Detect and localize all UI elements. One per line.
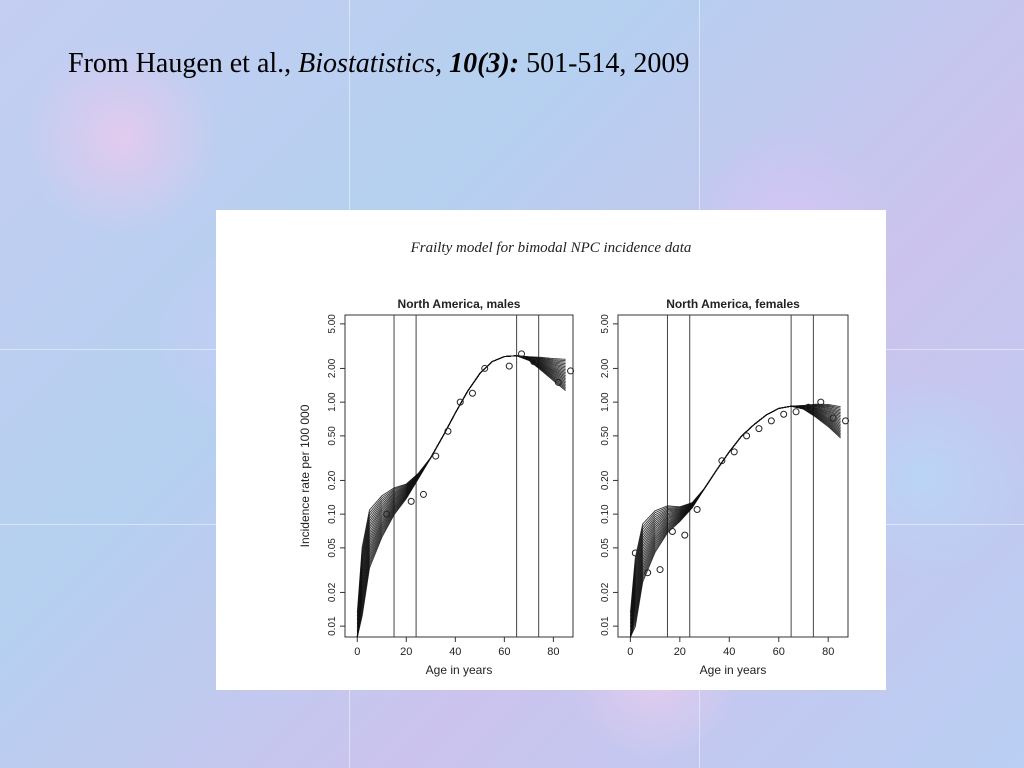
x-tick-label: 0	[627, 646, 633, 658]
observed-data-point	[567, 367, 575, 375]
panel-title: North America, males	[398, 297, 521, 311]
x-tick-label: 40	[723, 646, 735, 658]
observed-data-point	[681, 531, 689, 539]
x-axis-label: Age in years	[426, 663, 493, 677]
x-tick-label: 80	[547, 646, 559, 658]
chart-svg: North America, males 0 20 40 60 80 Age in year…	[298, 297, 850, 677]
observed-data-point	[829, 414, 837, 422]
observed-data-point	[530, 358, 538, 366]
fitted-curve-line	[629, 405, 841, 638]
citation-volume: 10(3):	[449, 48, 520, 79]
observed-data-point	[631, 549, 639, 557]
observed-data-point	[817, 398, 825, 406]
y-tick-label: 0.20	[600, 470, 611, 490]
fitted-curve-line	[629, 405, 841, 638]
observed-data-point	[554, 378, 562, 386]
observed-data-point	[432, 452, 440, 460]
y-tick-label: 5.00	[600, 314, 611, 334]
plot-frame	[617, 314, 849, 638]
observed-data-point	[693, 506, 701, 514]
x-tick-label: 0	[354, 646, 360, 658]
plot-frame	[344, 314, 574, 638]
observed-data-point	[792, 408, 800, 416]
observed-data-point	[743, 432, 751, 440]
observed-data-point	[407, 497, 415, 505]
y-tick-label: 0.02	[600, 582, 611, 602]
observed-data-point	[718, 457, 726, 465]
fitted-curve-line	[629, 405, 841, 638]
fitted-curve-line	[629, 404, 841, 617]
x-tick-label: 60	[498, 646, 510, 658]
fitted-curve-line	[356, 355, 566, 621]
y-tick-label: 1.00	[600, 392, 611, 412]
observed-data-point	[505, 362, 513, 370]
observed-data-point	[644, 569, 652, 577]
observed-data-point	[444, 427, 452, 435]
fitted-curve-line	[629, 403, 841, 613]
x-tick-label: 60	[773, 646, 785, 658]
x-tick-label: 20	[674, 646, 686, 658]
fitted-curve-line	[629, 405, 841, 638]
figure-image: Frailty model for bimodal NPC incidence …	[216, 210, 886, 690]
x-tick-label: 20	[400, 646, 412, 658]
observed-data-point	[383, 510, 391, 518]
y-tick-label: 5.00	[327, 314, 338, 334]
observed-data-point	[656, 566, 664, 574]
y-tick-label: 0.02	[327, 582, 338, 602]
x-axis-label: Age in years	[700, 663, 767, 677]
observed-data-point	[518, 350, 526, 358]
y-tick-label: 0.01	[600, 616, 611, 636]
observed-data-point	[804, 403, 812, 411]
observed-data-point	[481, 364, 489, 372]
fitted-curve-line	[629, 405, 841, 638]
fitted-curve-line	[629, 405, 841, 638]
y-tick-label: 0.10	[600, 504, 611, 524]
y-tick-label: 2.00	[600, 358, 611, 378]
observed-data-point	[668, 527, 676, 535]
observed-data-point	[767, 417, 775, 425]
fitted-curve-line	[356, 355, 566, 624]
fitted-curve-line	[629, 405, 841, 638]
observed-data-point	[842, 417, 850, 425]
fitted-curve-line	[629, 405, 841, 638]
y-tick-label: 0.05	[327, 538, 338, 558]
y-axis-label: Incidence rate per 100 000	[298, 404, 312, 547]
y-tick-label: 0.05	[600, 538, 611, 558]
y-tick-label: 0.50	[327, 426, 338, 446]
y-tick-label: 0.01	[327, 616, 338, 636]
fitted-curve-line	[629, 405, 841, 638]
fitted-curve-line	[629, 405, 841, 638]
fitted-curve-line	[629, 405, 841, 632]
observed-data-point	[755, 425, 763, 433]
observed-data-point	[730, 448, 738, 456]
citation-text: From Haugen et al., Biostatistics, 10(3)…	[68, 48, 689, 80]
fitted-curve-line	[629, 405, 841, 638]
x-tick-label: 40	[449, 646, 461, 658]
fitted-curve-line	[629, 405, 841, 638]
fitted-curve-line	[356, 355, 566, 613]
fitted-curve-line	[629, 405, 841, 638]
observed-data-point	[419, 490, 427, 498]
y-tick-label: 1.00	[327, 392, 338, 412]
fitted-curve-line	[356, 355, 566, 617]
y-tick-label: 0.50	[600, 426, 611, 446]
fitted-curve-line	[629, 405, 841, 628]
y-tick-label: 2.00	[327, 358, 338, 378]
observed-data-point	[456, 398, 464, 406]
fitted-curve-line	[629, 405, 841, 638]
panel-title: North America, females	[666, 297, 800, 311]
observed-data-point	[468, 389, 476, 397]
x-tick-label: 80	[822, 646, 834, 658]
citation-authors: From Haugen et al.,	[68, 48, 292, 79]
observed-data-point	[780, 410, 788, 418]
citation-pages: 501-514, 2009	[526, 48, 690, 79]
figure-title: Frailty model for bimodal NPC incidence …	[410, 240, 692, 256]
fitted-curve-line	[629, 405, 841, 638]
citation-journal: Biostatistics,	[298, 48, 443, 79]
y-tick-label: 0.10	[327, 504, 338, 524]
y-tick-label: 0.20	[327, 470, 338, 490]
